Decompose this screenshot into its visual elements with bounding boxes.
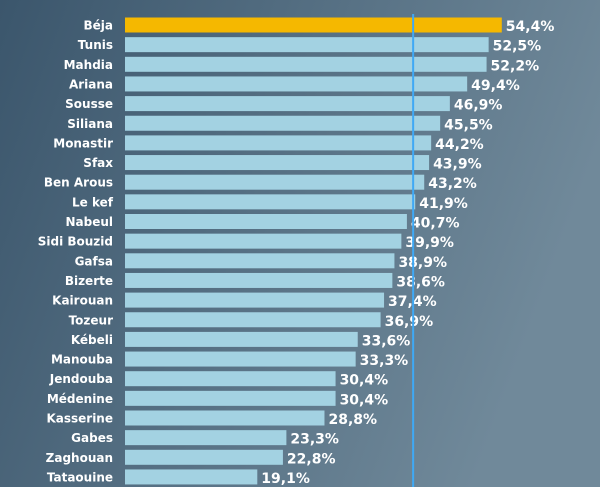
- category-label: Tozeur: [69, 313, 114, 327]
- category-label: Béja: [84, 19, 114, 33]
- category-label: Sousse: [65, 97, 113, 111]
- category-label: Zaghouan: [46, 451, 113, 465]
- category-label: Gabes: [71, 431, 113, 445]
- bar: [125, 469, 258, 485]
- value-label: 43,9%: [433, 157, 482, 173]
- bar: [125, 272, 393, 288]
- category-label: Kairouan: [52, 294, 113, 308]
- value-label: 52,2%: [491, 58, 540, 74]
- value-label: 46,9%: [454, 98, 503, 114]
- bar: [125, 155, 430, 171]
- value-label: 52,5%: [493, 39, 542, 55]
- category-label: Siliana: [67, 117, 113, 131]
- category-label: Monastir: [53, 136, 113, 150]
- category-label: Sidi Bouzid: [38, 235, 113, 249]
- category-label: Le kef: [72, 195, 114, 209]
- value-label: 41,9%: [419, 196, 468, 212]
- bar: [125, 449, 283, 465]
- value-label: 22,8%: [287, 451, 336, 467]
- value-label: 28,8%: [328, 412, 377, 428]
- value-label: 23,3%: [290, 432, 339, 448]
- bar: [125, 115, 441, 131]
- value-label: 54,4%: [506, 19, 555, 35]
- value-label: 39,9%: [405, 235, 454, 251]
- bar: [125, 410, 325, 426]
- bar: [125, 135, 432, 151]
- value-label: 45,5%: [444, 117, 493, 133]
- value-label: 33,3%: [360, 353, 409, 369]
- value-label: 44,2%: [435, 137, 484, 153]
- category-label: Tunis: [78, 38, 113, 52]
- value-label: 33,6%: [362, 333, 411, 349]
- category-label: Kasserine: [46, 412, 113, 426]
- bar: [125, 76, 468, 92]
- bar: [125, 371, 336, 387]
- bar: [125, 253, 395, 269]
- category-label: Ariana: [69, 77, 113, 91]
- bar: [125, 390, 336, 406]
- category-label: Tataouine: [47, 470, 113, 484]
- value-label: 30,4%: [340, 392, 389, 408]
- category-label: Kébeli: [71, 333, 113, 347]
- bar: [125, 37, 489, 53]
- bar: [125, 194, 416, 210]
- category-label: Gafsa: [75, 254, 113, 268]
- bar: [125, 312, 381, 328]
- category-label: Sfax: [83, 156, 113, 170]
- bar: [125, 214, 407, 229]
- bar: [125, 17, 502, 33]
- bar: [125, 331, 358, 347]
- value-label: 30,4%: [340, 373, 389, 389]
- bar: [125, 174, 425, 190]
- value-label: 40,7%: [411, 216, 460, 232]
- bar: [125, 56, 487, 72]
- value-label: 43,2%: [428, 176, 477, 192]
- category-label: Mahdia: [64, 58, 113, 72]
- bar: [125, 233, 402, 249]
- bar: [125, 292, 385, 308]
- category-label: Bizerte: [65, 274, 113, 288]
- category-label: Jendouba: [49, 372, 113, 386]
- category-label: Nabeul: [65, 215, 113, 229]
- category-label: Médenine: [47, 392, 113, 406]
- category-label: Ben Arous: [44, 176, 113, 190]
- bar: [125, 430, 287, 446]
- value-label: 38,6%: [396, 274, 445, 290]
- value-label: 36,9%: [385, 314, 434, 330]
- value-label: 38,9%: [398, 255, 447, 271]
- bar: [125, 351, 356, 367]
- value-label: 49,4%: [471, 78, 520, 94]
- category-label: Manouba: [51, 353, 113, 367]
- value-label: 19,1%: [261, 471, 310, 487]
- bar: [125, 96, 450, 112]
